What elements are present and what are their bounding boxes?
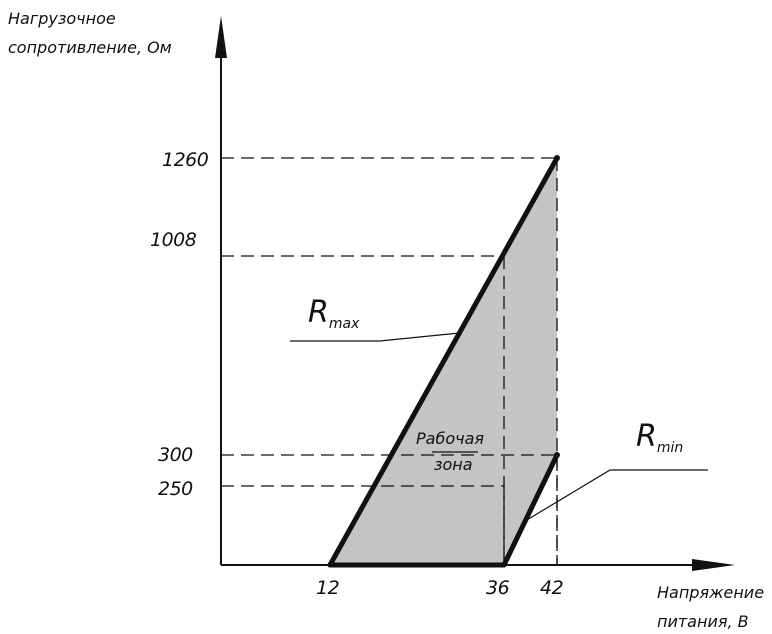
y-tick-label: 250 [158,478,193,500]
y-axis-arrow [215,16,227,58]
y-axis-title-line1: Нагрузочное [8,9,116,28]
rmax-leader-line [290,332,460,342]
x-tick-label: 12 [316,577,339,599]
rmin-label: Rmin [636,419,683,456]
rmax-label-main: R [308,295,329,330]
vertex-point [554,452,560,458]
series-line-rmin [501,452,560,568]
x-axis-title-line2: питания, В [657,612,749,631]
x-axis-arrow [692,559,735,571]
rmax-label: Rmax [308,295,360,332]
x-tick-label: 42 [540,577,563,599]
rmin-label-sub: min [657,440,683,456]
y-tick-label: 300 [158,444,193,466]
y-tick-label: 1260 [162,149,209,171]
rmin-label-main: R [636,419,657,454]
y-tick-label: 1008 [150,229,197,251]
series-line-rmax [327,155,560,568]
x-tick-label: 36 [486,577,510,599]
y-axis-title-line2: сопротивление, Ом [8,38,172,57]
rmin-leader-line [524,469,708,522]
x-axis-title-line1: Напряжение [657,583,764,602]
zone-label-line2: зона [434,455,473,474]
vertex-point [554,155,560,161]
zone-label-line1: Рабочая [416,429,484,448]
rmax-label-sub: max [329,316,360,332]
